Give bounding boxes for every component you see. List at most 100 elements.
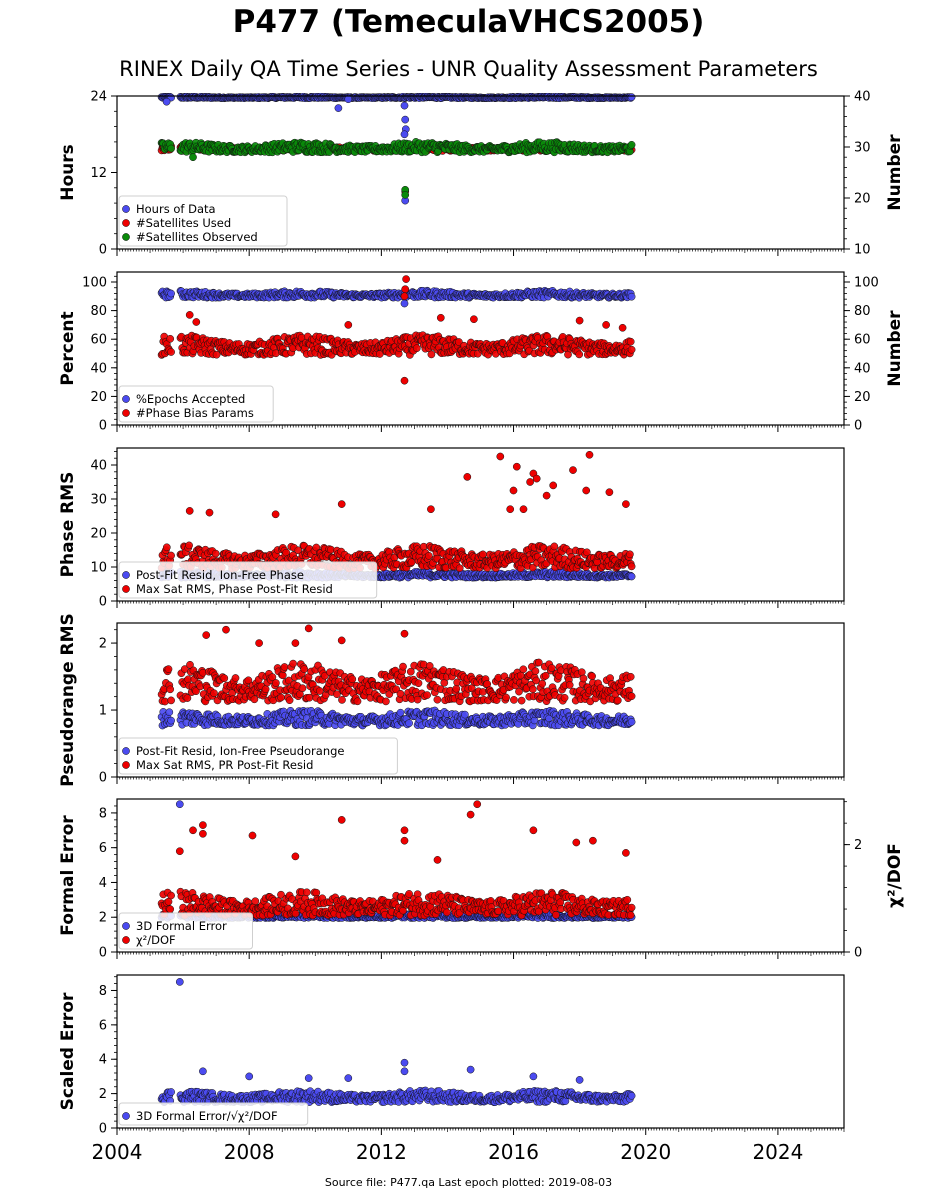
data-point	[400, 299, 409, 308]
y2-tick-label: 40	[854, 361, 871, 376]
legend: %Epochs Accepted#Phase Bias Params	[118, 385, 274, 423]
y2-tick-label: 40	[854, 90, 871, 105]
data-point	[602, 321, 610, 329]
data-point	[532, 474, 541, 483]
data-point	[549, 481, 558, 490]
data-point	[627, 140, 636, 149]
y-tick-label: 0	[99, 419, 107, 434]
data-point	[402, 275, 410, 283]
data-point	[205, 508, 214, 517]
data-point	[479, 550, 487, 559]
data-point	[185, 541, 193, 550]
data-point	[463, 473, 472, 481]
data-point	[400, 130, 409, 139]
data-point	[185, 507, 194, 515]
y2-axis-label: Number	[885, 134, 905, 211]
data-point	[627, 292, 636, 301]
data-point	[585, 450, 594, 459]
data-point	[167, 551, 175, 560]
data-point	[344, 321, 353, 329]
y-tick-label: 60	[90, 333, 107, 348]
chart-subtitle: RINEX Daily QA Time Series - UNR Quality…	[119, 57, 818, 81]
data-point	[526, 478, 534, 486]
legend-label: #Satellites Observed	[136, 230, 258, 244]
y2-tick-label: 0	[854, 419, 862, 434]
data-point	[542, 491, 551, 500]
data-point	[436, 313, 445, 322]
data-point	[575, 316, 584, 325]
y-tick-label: 0	[99, 243, 107, 258]
y2-tick-label: 20	[854, 192, 871, 207]
markers	[157, 93, 636, 205]
series-post-fit-resid-ion-free-pseudorange	[157, 706, 636, 730]
data-point	[337, 500, 346, 508]
legend-label: #Satellites Used	[136, 216, 231, 230]
legend-label: Hours of Data	[136, 202, 216, 216]
y-tick-label: 24	[90, 90, 107, 105]
data-point	[192, 318, 201, 326]
series--epochs-accepted	[157, 286, 636, 308]
y-tick-label: 20	[90, 527, 107, 542]
y-axis-label: Hours	[58, 144, 78, 201]
legend-marker	[122, 219, 130, 227]
y-tick-label: 40	[90, 361, 107, 376]
data-point	[211, 549, 220, 558]
data-point	[626, 550, 634, 559]
legend-box	[118, 195, 288, 247]
data-point	[626, 337, 635, 346]
data-point	[427, 350, 436, 359]
data-point	[166, 334, 175, 343]
legend: Hours of Data#Satellites Used#Satellites…	[118, 195, 288, 247]
y-tick-label: 12	[90, 166, 107, 181]
y2-tick-label: 80	[854, 304, 871, 319]
markers	[157, 624, 636, 730]
data-point	[618, 323, 627, 332]
data-point	[412, 344, 421, 353]
data-point	[509, 486, 518, 495]
markers	[157, 275, 636, 385]
data-point	[506, 505, 515, 514]
data-point	[165, 708, 174, 717]
data-point	[185, 311, 194, 319]
legend-label: #Phase Bias Params	[136, 406, 254, 420]
y-tick-label: 0	[99, 595, 107, 610]
data-point	[271, 510, 280, 519]
y2-axis-label: Number	[885, 310, 905, 387]
data-point	[582, 486, 591, 495]
y-tick-label: 30	[90, 493, 107, 508]
y2-tick-label: 10	[854, 243, 871, 258]
data-point	[605, 488, 614, 497]
data-point	[400, 376, 409, 385]
legend-label: Max Sat RMS, Phase Post-Fit Resid	[136, 582, 333, 596]
y2-tick-label: 20	[854, 390, 871, 405]
data-point	[569, 466, 577, 474]
data-point	[401, 115, 410, 124]
data-point	[622, 500, 630, 508]
y-tick-label: 100	[82, 276, 107, 291]
data-point	[334, 104, 343, 112]
data-point	[627, 345, 636, 354]
data-point	[162, 97, 171, 106]
series--satellites-observed	[157, 138, 636, 199]
y-tick-label: 40	[90, 459, 107, 474]
data-point	[401, 191, 410, 199]
data-point	[627, 93, 636, 101]
y-axis-label: Percent	[58, 311, 78, 385]
data-point	[496, 452, 505, 461]
data-point	[519, 505, 528, 514]
data-point	[455, 564, 464, 573]
data-point	[212, 350, 221, 359]
data-point	[400, 101, 409, 110]
series-max-sat-rms-phase-post-fit-resid	[157, 450, 636, 573]
y2-tick-label: 100	[854, 276, 879, 291]
legend-label: Post-Fit Resid, Ion-Free Phase	[136, 568, 304, 582]
data-point	[627, 572, 636, 581]
panel-2: 0 20 40 60 80 100 0 20 40 60 80 100 Percent Number %Ep…	[58, 271, 905, 434]
data-point	[167, 348, 175, 356]
chart-title: P477 (TemeculaVHCS2005)	[232, 4, 705, 40]
data-point	[470, 315, 478, 324]
y-tick-label: 10	[90, 561, 107, 576]
data-point	[512, 462, 521, 471]
